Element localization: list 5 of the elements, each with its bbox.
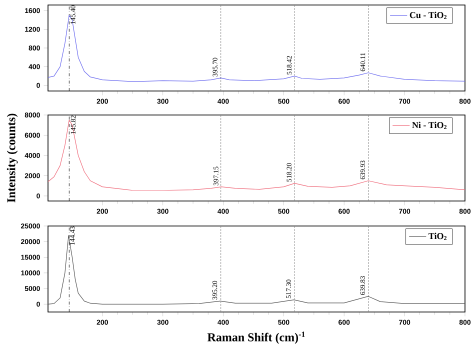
legend-label: Ni - TiO$_{2}$: [412, 122, 447, 130]
x-axis-title: Raman Shift (cm)$^{-1}$: [207, 332, 305, 344]
legend-label: TiO$_{2}$: [428, 232, 447, 240]
y-axis-title: Intensity (counts): [6, 114, 18, 202]
legend-label: Cu - TiO$_{2}$: [410, 12, 447, 20]
